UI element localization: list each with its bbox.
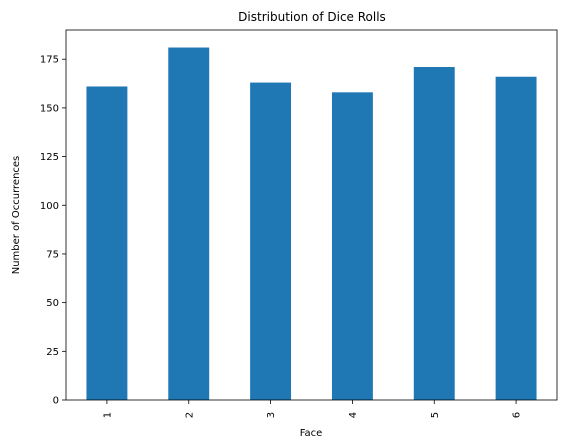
bar-face-2 xyxy=(168,47,210,401)
y-tick-label: 125 xyxy=(40,152,59,163)
x-tick-label: 3 xyxy=(266,412,277,418)
bar-face-3 xyxy=(250,82,292,400)
chart-title: Distribution of Dice Rolls xyxy=(238,10,386,24)
y-tick-label: 100 xyxy=(40,201,59,212)
y-tick-label: 0 xyxy=(53,396,59,407)
plot-frame xyxy=(65,29,558,401)
x-tick-label: 5 xyxy=(430,412,441,418)
x-axis-label: Face xyxy=(300,428,323,439)
x-tick-label: 2 xyxy=(184,412,195,418)
x-tick-label: 4 xyxy=(348,412,359,418)
x-tick-label: 1 xyxy=(102,412,113,418)
y-tick-label: 50 xyxy=(46,298,59,309)
y-tick-label: 25 xyxy=(46,347,59,358)
bar-face-1 xyxy=(86,86,128,400)
y-tick-label: 150 xyxy=(40,103,59,114)
y-axis-label: Number of Occurrences xyxy=(11,156,22,275)
x-tick-label: 6 xyxy=(512,412,523,418)
bar-face-4 xyxy=(331,92,373,400)
y-tick-label: 175 xyxy=(40,55,59,66)
bar-face-5 xyxy=(413,67,455,400)
bar-face-6 xyxy=(495,76,537,400)
y-tick-label: 75 xyxy=(46,249,59,260)
